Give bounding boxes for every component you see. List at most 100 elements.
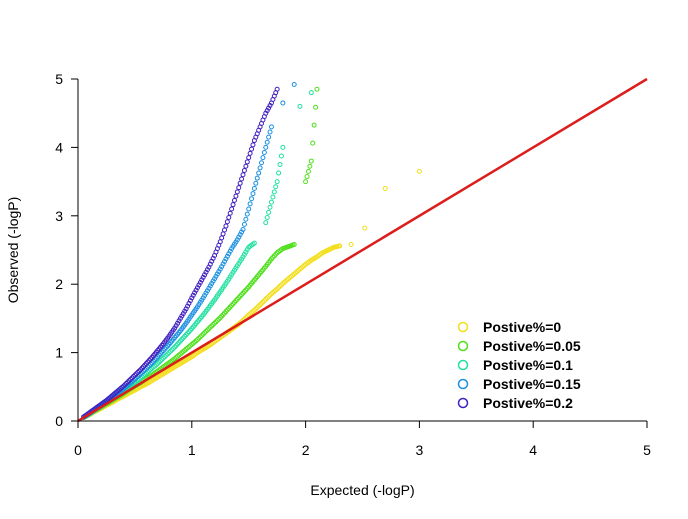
- data-point-fill: [170, 336, 176, 342]
- data-point-fill: [153, 362, 159, 368]
- data-point-fill: [278, 282, 284, 288]
- data-point-fill: [148, 356, 154, 362]
- data-point-fill: [199, 297, 205, 303]
- data-point-fill: [224, 253, 230, 259]
- data-point-fill: [261, 150, 267, 156]
- data-point-fill: [226, 215, 232, 221]
- data-point-fill: [176, 340, 182, 346]
- data-point: [251, 185, 257, 191]
- data-point: [280, 100, 286, 106]
- data-point-fill: [153, 349, 159, 355]
- legend-label: Postive%=0: [483, 319, 561, 335]
- data-point-fill: [243, 163, 249, 169]
- data-point-fill: [233, 193, 239, 199]
- data-point-fill: [270, 194, 276, 200]
- data-point: [362, 225, 368, 231]
- data-point-fill: [170, 345, 176, 351]
- data-point-fill: [230, 202, 236, 208]
- legend-marker: [457, 321, 469, 333]
- data-point-fill: [250, 142, 256, 148]
- data-point-fill: [261, 298, 267, 304]
- data-point-fill: [305, 168, 311, 174]
- data-point-fill: [310, 140, 316, 146]
- data-point-fill: [222, 310, 228, 316]
- data-point: [268, 199, 274, 205]
- data-point-fill: [226, 251, 232, 257]
- data-point: [263, 144, 269, 150]
- data-point: [274, 179, 280, 185]
- data-point-fill: [236, 185, 242, 191]
- data-point-fill: [261, 114, 267, 120]
- data-point-fill: [119, 384, 125, 390]
- legend-label: Postive%=0.15: [483, 376, 581, 392]
- data-point-fill: [193, 338, 199, 344]
- data-point: [234, 189, 240, 195]
- data-point-fill: [165, 335, 171, 341]
- data-point-fill: [204, 267, 210, 273]
- data-point-fill: [176, 318, 182, 324]
- data-point-fill: [187, 343, 193, 349]
- x-tick-label: 2: [302, 442, 310, 458]
- x-tick-label: 1: [188, 442, 196, 458]
- data-point-fill: [260, 155, 266, 161]
- data-point: [303, 179, 309, 185]
- data-point-fill: [237, 232, 243, 238]
- data-point-fill: [244, 211, 250, 217]
- data-point-fill: [220, 261, 226, 267]
- data-point-fill: [204, 327, 210, 333]
- data-point-fill: [295, 267, 301, 273]
- data-point-fill: [196, 282, 202, 288]
- data-point: [240, 172, 246, 178]
- data-point-fill: [170, 327, 176, 333]
- data-point-fill: [330, 245, 336, 251]
- data-point-fill: [249, 196, 255, 202]
- data-point-fill: [113, 389, 119, 395]
- data-point-fill: [273, 251, 279, 257]
- legend-label: Postive%=0.2: [483, 395, 573, 411]
- data-point-fill: [259, 160, 265, 166]
- y-tick-label: 2: [55, 276, 63, 292]
- data-point-fill: [216, 316, 222, 322]
- data-point-fill: [239, 176, 245, 182]
- data-point-fill: [239, 229, 245, 235]
- data-point-fill: [231, 197, 237, 203]
- data-point-fill: [267, 204, 273, 210]
- data-point-fill: [290, 242, 296, 248]
- data-point-fill: [182, 333, 188, 339]
- data-point-fill: [267, 258, 273, 264]
- series-points: [81, 90, 314, 421]
- data-point-fill: [247, 201, 253, 207]
- data-point: [194, 285, 200, 291]
- series-points: [81, 81, 297, 420]
- data-point-fill: [276, 170, 282, 176]
- data-point-fill: [244, 159, 250, 165]
- data-point-fill: [210, 255, 216, 261]
- data-point-fill: [247, 150, 253, 156]
- data-point-fill: [216, 291, 222, 297]
- data-point: [263, 220, 269, 226]
- data-point-fill: [136, 368, 142, 374]
- data-point-fill: [219, 264, 225, 270]
- data-point-fill: [311, 122, 317, 128]
- data-point-fill: [159, 356, 165, 362]
- data-point-fill: [202, 272, 208, 278]
- y-tick-label: 1: [55, 345, 63, 361]
- data-point-fill: [267, 103, 273, 109]
- data-point-fill: [271, 189, 277, 195]
- data-point-fill: [278, 153, 284, 159]
- data-point-fill: [227, 248, 233, 254]
- data-point-fill: [266, 105, 272, 111]
- data-point-fill: [222, 227, 228, 233]
- data-point-fill: [264, 108, 270, 114]
- data-point-fill: [193, 306, 199, 312]
- data-point-fill: [187, 314, 193, 320]
- data-point-fill: [159, 349, 165, 355]
- data-point-fill: [176, 329, 182, 335]
- data-point: [280, 144, 286, 150]
- data-point-fill: [241, 167, 247, 173]
- data-point-fill: [244, 247, 250, 253]
- data-point-fill: [273, 184, 279, 190]
- data-point-fill: [244, 285, 250, 291]
- data-point-fill: [266, 209, 272, 215]
- data-point: [291, 81, 297, 87]
